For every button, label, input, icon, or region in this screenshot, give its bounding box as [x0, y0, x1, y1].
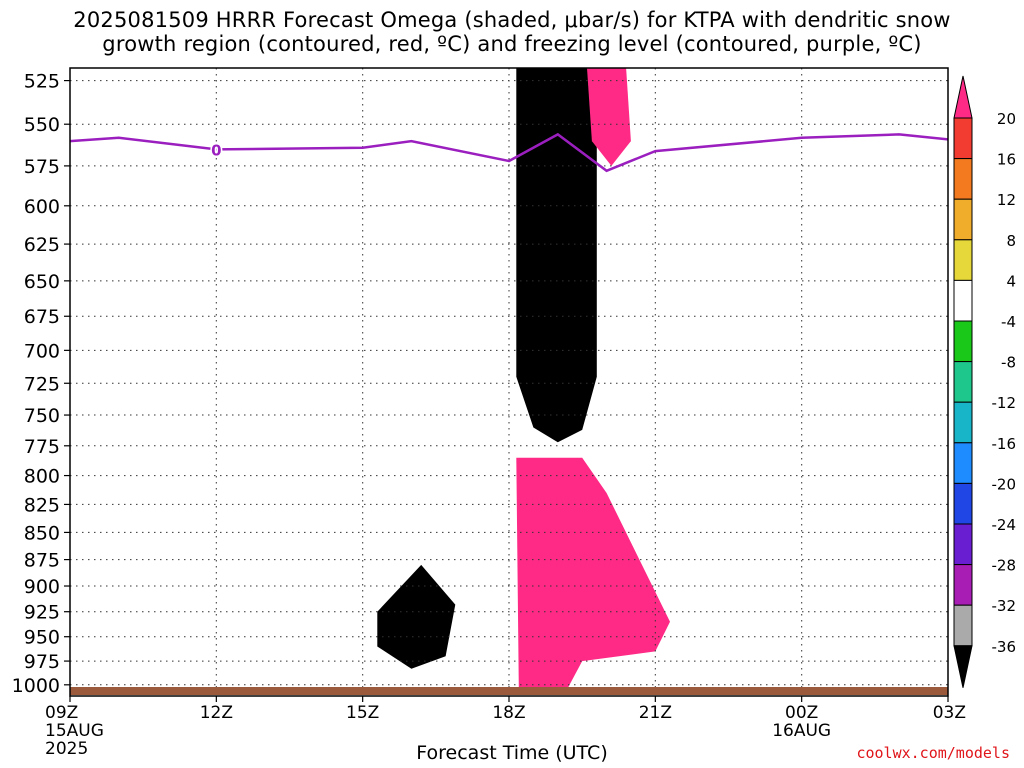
y-tick-label: 975 — [24, 651, 60, 673]
omega-shading-layer — [377, 68, 670, 689]
y-tick-label: 575 — [24, 156, 60, 178]
ground-surface-bar — [70, 687, 948, 695]
colorbar-cell — [953, 604, 973, 647]
colorbar-cell — [953, 279, 973, 322]
y-tick-label: 950 — [24, 627, 60, 649]
x-tick-label: 21Z — [639, 703, 672, 723]
colorbar-label: -16 — [992, 435, 1017, 453]
omega-region-magenta-lower-core — [516, 457, 670, 689]
colorbar-label: -20 — [992, 475, 1017, 493]
colorbar-cell — [953, 442, 973, 484]
chart-title-line-1: 2025081509 HRRR Forecast Omega (shaded, … — [73, 8, 951, 32]
x-tick-label: 15Z — [346, 703, 379, 723]
y-tick-label: 650 — [24, 271, 60, 293]
x-tick-label: 03Z — [933, 703, 966, 723]
colorbar-cell — [953, 401, 973, 444]
omega-region-black-core-lower — [377, 564, 456, 669]
source-credit: coolwx.com/models — [856, 744, 1010, 762]
colorbar-label: -24 — [992, 516, 1017, 534]
y-tick-label: 850 — [24, 522, 60, 544]
y-tick-label: 700 — [24, 340, 60, 362]
x-tick-label: 18Z — [492, 703, 525, 723]
colorbar-label: -28 — [992, 557, 1017, 575]
colorbar-cell — [953, 198, 973, 241]
y-tick-label: 1000 — [12, 675, 60, 697]
colorbar-label: -12 — [992, 394, 1017, 412]
y-tick-label: 675 — [24, 306, 60, 328]
x-tick-sublabel: 16AUG — [772, 721, 831, 741]
colorbar-label: -8 — [1001, 354, 1016, 372]
freezing-level-label: 0 — [211, 141, 221, 159]
colorbar-cell — [953, 158, 973, 200]
colorbar-cell — [953, 482, 973, 525]
colorbar-label: 16 — [997, 151, 1016, 169]
y-tick-label: 625 — [24, 234, 60, 256]
x-axis-title: Forecast Time (UTC) — [416, 742, 608, 764]
colorbar-label: -32 — [992, 597, 1017, 615]
colorbar-cell — [953, 320, 973, 363]
y-axis: 525 550 575 600 625 650 675 700 725 750 775 800 825 8… — [12, 71, 70, 697]
colorbar-cell — [953, 239, 973, 281]
y-tick-label: 800 — [24, 466, 60, 488]
colorbar-label: 12 — [997, 191, 1016, 209]
y-tick-label: 600 — [24, 196, 60, 218]
colorbar-label: 20 — [997, 110, 1016, 128]
y-tick-label: 550 — [24, 114, 60, 136]
chart-title-line-2: growth region (contoured, red, ºC) and f… — [102, 32, 922, 56]
colorbar-label: -36 — [992, 638, 1017, 656]
y-tick-label: 525 — [24, 71, 60, 93]
colorbar-cell — [953, 361, 973, 403]
y-tick-label: 925 — [24, 602, 60, 624]
colorbar-extend-top — [953, 75, 973, 119]
omega-region-black-core-upper — [516, 68, 597, 443]
freezing-level-layer: 0 — [70, 132, 948, 173]
x-tick-label: 00Z — [785, 703, 818, 723]
x-tick-label: 09Z — [45, 703, 78, 723]
freezing-level-contour — [70, 132, 948, 173]
colorbar-cell — [953, 117, 973, 160]
colorbar-label: 8 — [1006, 232, 1016, 250]
omega-region-magenta-upper-right — [587, 68, 631, 166]
colorbar-cell — [953, 523, 973, 566]
y-tick-label: 775 — [24, 436, 60, 458]
colorbar-legend: 20 16 12 8 4 -4 -8 -12 -16 -20 -24 -28 -32 -36 — [953, 75, 1017, 688]
colorbar-extend-bottom — [953, 645, 973, 688]
y-tick-label: 825 — [24, 494, 60, 516]
colorbar-label: -4 — [1001, 313, 1016, 331]
x-tick-sublabel: 2025 — [45, 739, 88, 759]
colorbar-cell — [953, 564, 973, 606]
colorbar-label: 4 — [1006, 272, 1016, 290]
y-tick-label: 900 — [24, 576, 60, 598]
x-tick-sublabel: 15AUG — [45, 721, 104, 741]
y-tick-label: 875 — [24, 550, 60, 572]
x-tick-label: 12Z — [200, 703, 233, 723]
y-tick-label: 725 — [24, 373, 60, 395]
y-tick-label: 750 — [24, 405, 60, 427]
